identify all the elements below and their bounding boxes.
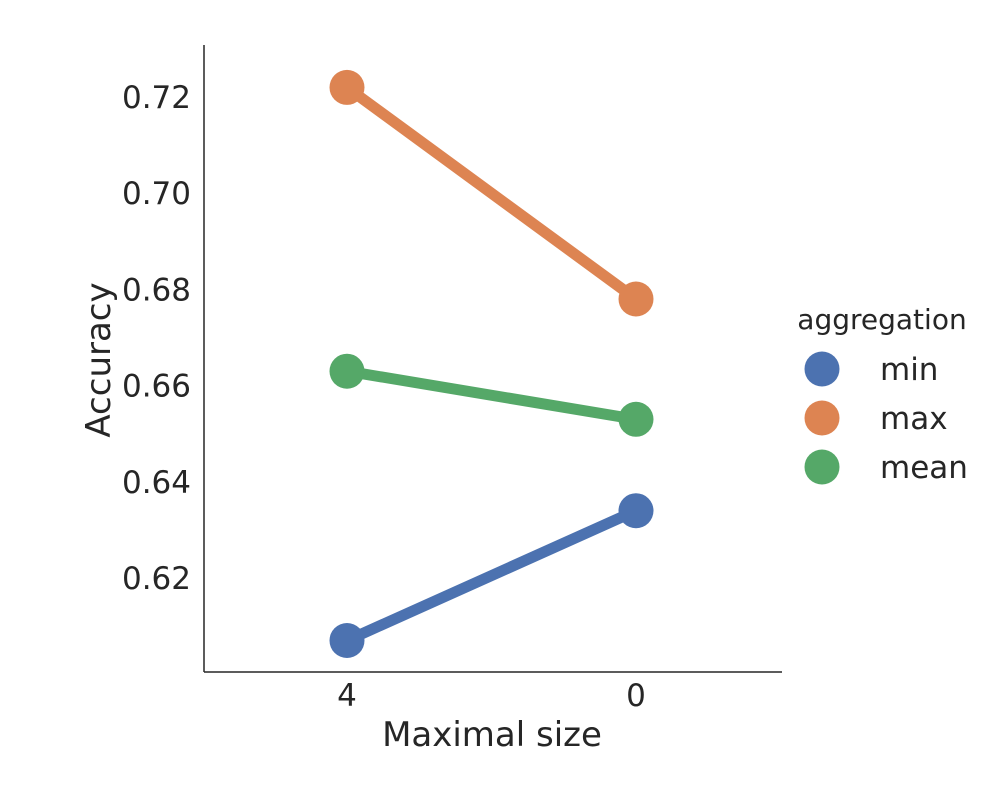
series-lines: [341, 81, 642, 646]
legend-label: max: [880, 401, 948, 437]
data-point-mean: [618, 401, 654, 437]
y-tick-labels: 0.62 0.64 0.66 0.68 0.70 0.72: [122, 80, 191, 597]
y-tick-label: 0.70: [122, 176, 191, 212]
y-axis-label: Accuracy: [79, 282, 119, 437]
series-line-mean: [341, 365, 642, 425]
data-point-max: [329, 69, 365, 105]
y-tick-label: 0.66: [122, 369, 191, 405]
legend: aggregation min max mean: [797, 303, 968, 486]
legend-label: mean: [880, 450, 968, 486]
y-tick-label: 0.62: [122, 561, 191, 597]
legend-marker-mean: [804, 449, 840, 485]
legend-marker-min: [804, 351, 840, 387]
legend-marker-max: [804, 400, 840, 436]
legend-title: aggregation: [797, 303, 966, 336]
data-point-min: [618, 493, 654, 529]
y-tick-label: 0.64: [122, 465, 191, 501]
y-tick-label: 0.68: [122, 272, 191, 308]
series-line-min: [341, 505, 642, 646]
series-points: [329, 69, 654, 658]
data-point-min: [329, 623, 365, 658]
data-point-mean: [329, 353, 365, 389]
legend-label: min: [880, 352, 938, 388]
series-line-max: [341, 81, 642, 305]
axes: [203, 45, 782, 673]
y-tick-label: 0.72: [122, 80, 191, 116]
x-tick-label: 0: [626, 678, 646, 714]
x-tick-label: 4: [337, 678, 357, 714]
data-point-max: [618, 281, 654, 317]
x-axis-label: Maximal size: [382, 715, 602, 755]
